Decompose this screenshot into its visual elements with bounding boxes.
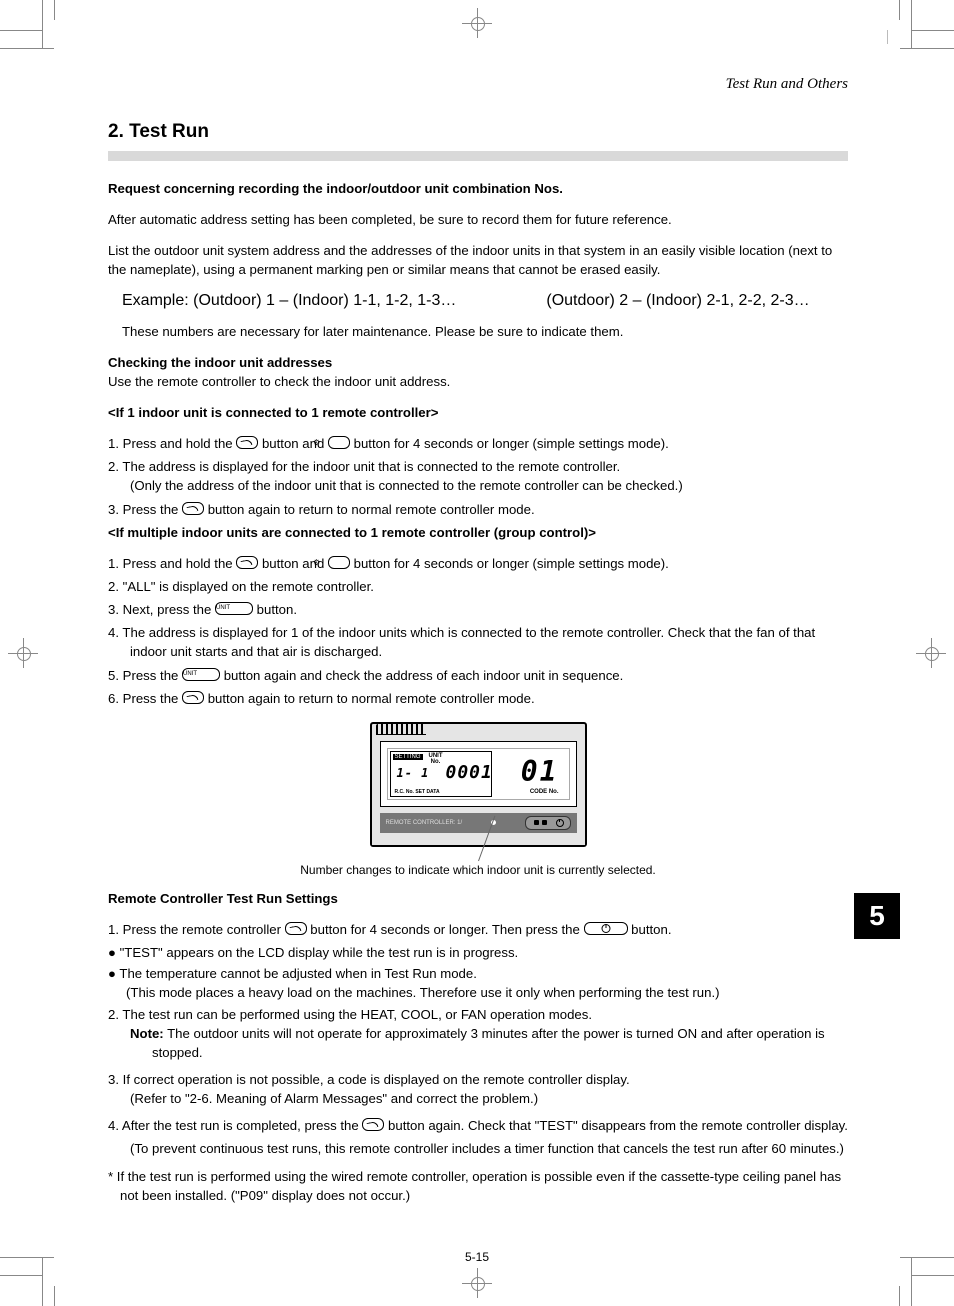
remote-strip-label: REMOTE CONTROLLER: 1/	[386, 820, 463, 826]
unit-button-icon: UNIT	[182, 668, 220, 681]
paragraph: After automatic address setting has been…	[108, 210, 848, 229]
list-item: 1. Press and hold the button and ⚙ butto…	[108, 434, 848, 453]
remote-button-strip: REMOTE CONTROLLER: 1/	[380, 813, 577, 833]
settings-button-icon: ⚙	[328, 556, 350, 569]
chapter-tab: 5	[854, 893, 900, 939]
crop-mark	[42, 0, 43, 48]
footnote: * If the test run is performed using the…	[108, 1167, 848, 1205]
subheading: Request concerning recording the indoor/…	[108, 179, 848, 198]
check-button-icon	[236, 556, 258, 569]
list-item: 3. Next, press the UNIT button.	[108, 600, 848, 619]
callout-line	[370, 847, 587, 857]
list-item: 4. The address is displayed for 1 of the…	[108, 623, 848, 661]
guide-mark	[887, 30, 888, 44]
list-item: 5. Press the UNIT button again and check…	[108, 666, 848, 685]
list-item: ● The temperature cannot be adjusted whe…	[108, 964, 848, 1002]
lcd-set-data: 0001	[446, 762, 493, 783]
ordered-list: 1. Press and hold the button and ⚙ butto…	[108, 554, 848, 708]
crop-mark	[54, 1286, 55, 1306]
list-item: 6. Press the button again to return to n…	[108, 689, 848, 708]
subheading: <If multiple indoor units are connected …	[108, 523, 848, 542]
list-item: 1. Press the remote controller button fo…	[108, 920, 848, 939]
crop-mark	[912, 1275, 954, 1276]
list-item: 3. If correct operation is not possible,…	[108, 1070, 848, 1108]
crop-mark	[54, 0, 55, 20]
registration-mark-icon	[462, 8, 492, 38]
crop-mark	[899, 0, 900, 20]
lcd-bottom-labels: R.C. No. SET DATA	[395, 789, 440, 795]
crop-mark	[911, 0, 912, 48]
check-button-icon	[285, 922, 307, 935]
list-item: 2. "ALL" is displayed on the remote cont…	[108, 577, 848, 596]
figure-caption: Number changes to indicate which indoor …	[108, 863, 848, 877]
lcd-rc-no: 1- 1	[397, 766, 430, 780]
list-item: 1. Press and hold the button and ⚙ butto…	[108, 554, 848, 573]
ordered-list: 1. Press and hold the button and ⚙ butto…	[108, 434, 848, 519]
crop-mark	[42, 1258, 43, 1306]
crop-mark	[900, 48, 954, 49]
list-item: 2. The test run can be performed using t…	[108, 1005, 848, 1062]
crop-mark	[911, 1258, 912, 1306]
remote-power-button-icon	[525, 816, 571, 830]
example-right: (Outdoor) 2 – (Indoor) 2-1, 2-2, 2-3…	[546, 292, 809, 310]
list-item: 2. The address is displayed for the indo…	[108, 457, 848, 495]
crop-mark	[912, 30, 954, 31]
paragraph: List the outdoor unit system address and…	[108, 241, 848, 279]
list-item: 4. After the test run is completed, pres…	[108, 1116, 848, 1158]
remote-lcd: SETTING UNIT No. 1- 1 0001 R.C. No. SET …	[380, 741, 577, 807]
registration-mark-icon	[462, 1268, 492, 1298]
crop-mark	[0, 1275, 42, 1276]
paragraph: Use the remote controller to check the i…	[108, 372, 848, 391]
list-item: 3. Press the button again to return to n…	[108, 500, 848, 519]
unit-button-icon: UNIT	[215, 602, 253, 615]
crop-mark	[0, 48, 54, 49]
check-button-icon	[362, 1118, 384, 1131]
check-button-icon	[236, 436, 258, 449]
remote-ir-window-icon	[376, 724, 426, 735]
page: Test Run and Others 2. Test Run Request …	[0, 0, 954, 1306]
crop-mark	[899, 1286, 900, 1306]
example-row: Example: (Outdoor) 1 – (Indoor) 1-1, 1-2…	[108, 292, 848, 310]
page-number: 5-15	[0, 1250, 954, 1264]
ordered-list: 1. Press the remote controller button fo…	[108, 920, 848, 939]
content-area: Test Run and Others 2. Test Run Request …	[108, 76, 848, 1205]
running-header: Test Run and Others	[108, 76, 848, 93]
registration-mark-icon	[8, 638, 38, 668]
check-button-icon	[182, 502, 204, 515]
lcd-unit-no-label: UNIT No.	[429, 753, 443, 765]
ordered-list: 2. The test run can be performed using t…	[108, 1005, 848, 1159]
registration-mark-icon	[916, 638, 946, 668]
settings-button-icon: ⚙	[328, 436, 350, 449]
remote-illustration: SETTING UNIT No. 1- 1 0001 R.C. No. SET …	[108, 722, 848, 857]
check-button-icon	[182, 691, 204, 704]
bullet-list: ● "TEST" appears on the LCD display whil…	[108, 943, 848, 1002]
paragraph: These numbers are necessary for later ma…	[108, 322, 848, 341]
subheading: Remote Controller Test Run Settings	[108, 889, 848, 908]
lcd-code: 01	[521, 755, 559, 788]
lcd-setting-label: SETTING	[393, 754, 423, 760]
crop-mark	[0, 30, 42, 31]
list-item: ● "TEST" appears on the LCD display whil…	[108, 943, 848, 962]
subheading: Checking the indoor unit addresses	[108, 353, 848, 372]
section-title: 2. Test Run	[108, 121, 848, 143]
example-left: Example: (Outdoor) 1 – (Indoor) 1-1, 1-2…	[122, 292, 456, 310]
lcd-code-no-label: CODE No.	[530, 789, 559, 795]
power-button-icon	[584, 922, 628, 935]
title-rule	[108, 151, 848, 161]
subheading: <If 1 indoor unit is connected to 1 remo…	[108, 403, 848, 422]
